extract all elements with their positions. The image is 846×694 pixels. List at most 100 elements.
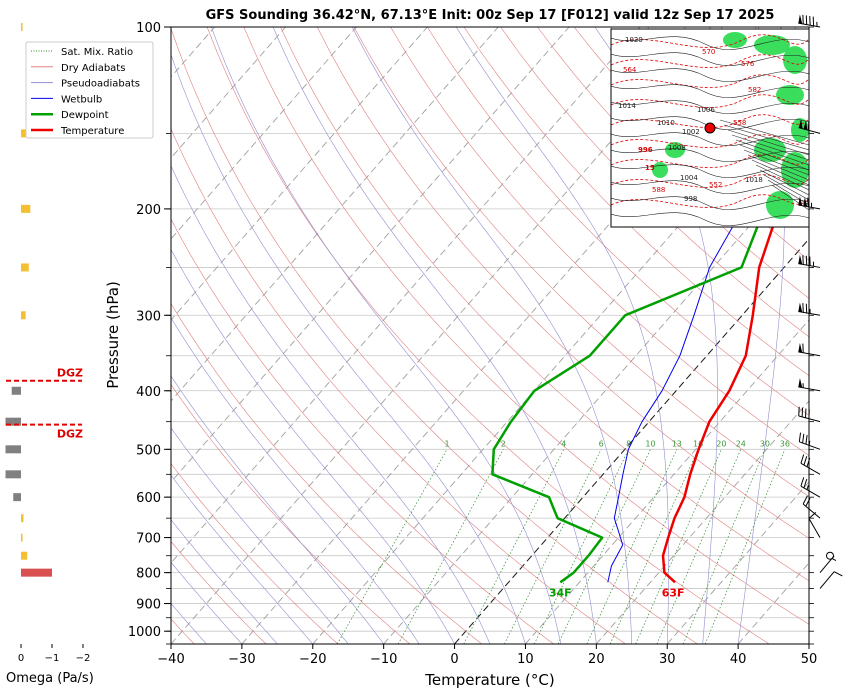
- barb-staff: [799, 441, 821, 450]
- pressure-contour: [611, 132, 809, 146]
- pseudoadiabat-line: [171, 248, 455, 644]
- wind-barb: [798, 302, 821, 316]
- barb-staff: [798, 386, 821, 392]
- barb-staff: [798, 204, 821, 210]
- pseudoadiabat-line: [272, 27, 597, 644]
- pressure-contour: [611, 100, 809, 114]
- mixing-ratio-label: 1: [444, 439, 449, 448]
- barb-staff: [802, 503, 821, 519]
- omega-bar: [21, 533, 23, 542]
- pressure-contour: [611, 52, 809, 66]
- mixing-ratio-label: 6: [599, 439, 604, 448]
- y-tick-label: 200: [136, 203, 161, 218]
- y-tick-label: 700: [136, 532, 161, 547]
- wind-barb: [808, 511, 821, 538]
- terrain-contour: [755, 164, 809, 191]
- contour-label: 552: [709, 181, 722, 189]
- pseudoadiabat-line: [594, 27, 718, 644]
- isotherm-line: [525, 319, 809, 644]
- dry-adiabat-line: [171, 384, 411, 644]
- barb-full: [802, 495, 808, 505]
- barb-staff: [800, 485, 821, 498]
- x-tick-label: 10: [517, 652, 534, 667]
- mixing-ratio-line: [463, 449, 565, 644]
- x-tick-label: 20: [588, 652, 605, 667]
- terrain-contour: [723, 124, 809, 151]
- barb-flag: [798, 196, 803, 206]
- barb-staff: [798, 310, 821, 316]
- height-contour: [611, 114, 809, 128]
- omega-bar: [21, 514, 24, 523]
- precip-area: [791, 118, 809, 142]
- legend-label: Pseudoadiabats: [61, 79, 140, 90]
- contour-label: 1014: [618, 102, 636, 110]
- barb-full: [808, 511, 817, 519]
- x-axis-label: Temperature (°C): [424, 671, 554, 689]
- isotherm-line: [171, 27, 499, 402]
- terrain-contour: [727, 129, 809, 156]
- contour-label: 582: [748, 86, 761, 94]
- y-tick-label: 300: [136, 309, 161, 324]
- precip-area: [783, 46, 807, 74]
- contour-label: 1002: [682, 128, 700, 136]
- dry-adiabat-line: [463, 27, 809, 377]
- omega-tick-label: −1: [45, 653, 60, 664]
- wind-barb: [798, 196, 821, 210]
- barb-full: [800, 477, 805, 487]
- pseudoadiabat-line: [171, 375, 384, 644]
- wind-barb: [800, 454, 821, 475]
- wind-barb: [798, 378, 821, 392]
- contour-label: 1006: [697, 106, 715, 114]
- precip-area: [781, 152, 809, 188]
- omega-tick-label: 0: [18, 653, 24, 664]
- terrain-contour: [719, 119, 809, 146]
- background-lines: 1 2 4 6 8 10 13 16 20 24 30 36: [171, 27, 809, 644]
- wind-barb: [798, 119, 821, 134]
- omega-bar: [21, 551, 28, 560]
- surface-dewpoint-label: 34F: [549, 586, 572, 599]
- terrain-contour: [743, 149, 809, 176]
- y-tick-label: 500: [136, 443, 161, 458]
- inset-content: 1020 564 1014 1010 1008 1006 1002 996 15 588 1004 5…: [611, 32, 809, 226]
- pseudoadiabat-line: [211, 27, 562, 644]
- terrain-contour: [747, 154, 809, 181]
- barb-full: [800, 454, 805, 464]
- x-tick-label: 40: [730, 652, 747, 667]
- precip-area: [754, 35, 790, 55]
- barb-staff: [808, 518, 821, 538]
- barb-flag: [798, 119, 803, 129]
- barb-full: [802, 433, 805, 444]
- mixing-ratio-label: 13: [672, 439, 682, 448]
- location-marker: [704, 122, 716, 134]
- omega-bar: [21, 311, 26, 320]
- omega-panel: 0 −1 −2 DGZ DGZ: [5, 23, 90, 664]
- pressure-contour: [611, 164, 809, 178]
- mixing-ratio-line: [397, 449, 504, 644]
- pseudoadiabat-line: [171, 519, 278, 644]
- y-tick-label: 600: [136, 491, 161, 506]
- pressure-contour: [611, 180, 809, 194]
- terrain-contour: [751, 159, 809, 186]
- dgz-label: DGZ: [57, 428, 83, 441]
- x-tick-label: −40: [157, 652, 184, 667]
- dry-adiabat-line: [427, 27, 809, 416]
- barb-half: [806, 485, 809, 490]
- mixing-ratio-label: 10: [645, 439, 655, 448]
- omega-bar: [21, 263, 29, 272]
- omega-bar: [21, 568, 52, 577]
- y-tick-label: 900: [136, 598, 161, 613]
- precip-area: [776, 85, 804, 105]
- dry-adiabat-line: [206, 27, 770, 644]
- contour-label: 570: [702, 48, 715, 56]
- terrain-contour: [739, 144, 809, 171]
- pressure-contour: [611, 68, 809, 82]
- barb-staff: [800, 462, 821, 475]
- barb-half: [831, 558, 837, 562]
- wind-barb: [798, 406, 821, 423]
- legend: Sat. Mix. Ratio Dry Adiabats Pseudoadiabat…: [25, 41, 154, 139]
- contour-label: 1018: [745, 176, 763, 184]
- wind-barb: [819, 555, 837, 573]
- isotherm-line: [808, 643, 809, 644]
- legend-label: Dry Adiabats: [61, 63, 125, 74]
- contour-label: 996: [638, 146, 653, 154]
